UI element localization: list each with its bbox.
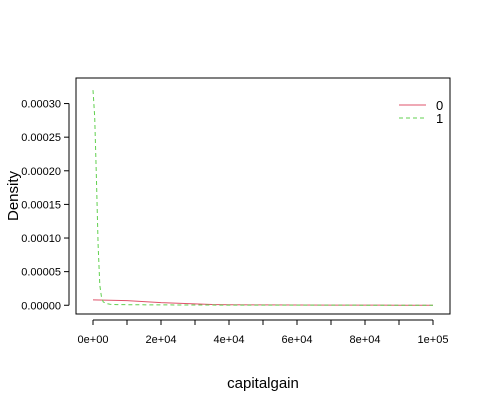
x-tick-label: 6e+04 xyxy=(282,334,313,346)
x-tick-label: 4e+04 xyxy=(214,334,245,346)
legend-label-1: 1 xyxy=(436,111,443,126)
x-tick-label: 2e+04 xyxy=(146,334,177,346)
y-tick-label: 0.00020 xyxy=(21,166,61,178)
y-tick-label: 0.00000 xyxy=(21,300,61,312)
legend-label-0: 0 xyxy=(436,98,443,113)
plot-frame xyxy=(75,77,451,315)
series-line-1 xyxy=(92,90,433,306)
legend: 01 xyxy=(399,98,443,126)
x-tick-label: 0e+00 xyxy=(78,334,109,346)
y-tick-label: 0.00025 xyxy=(21,132,61,144)
y-axis-title: Density xyxy=(5,170,22,221)
y-tick-label: 0.00005 xyxy=(21,267,61,279)
y-tick-label: 0.00015 xyxy=(21,199,61,211)
y-tick-label: 0.00030 xyxy=(21,99,61,111)
series-layer xyxy=(92,90,433,306)
y-tick-label: 0.00010 xyxy=(21,233,61,245)
x-tick-label: 1e+05 xyxy=(418,334,449,346)
x-tick-label: 8e+04 xyxy=(350,334,381,346)
y-axis: 0.00000 0.00005 0.00010 0.00015 0.00020 0.000… xyxy=(21,99,70,312)
x-axis: 0e+00 2e+04 4e+04 6e+04 8e+04 1e+05 xyxy=(78,319,449,346)
x-axis-title: capitalgain xyxy=(227,375,299,392)
